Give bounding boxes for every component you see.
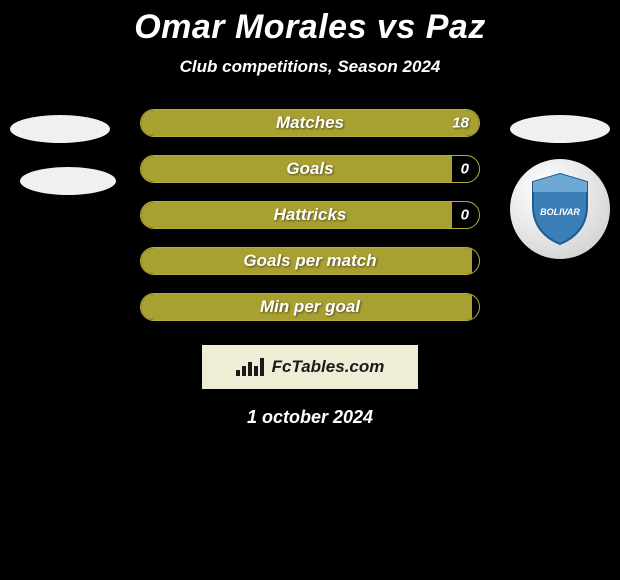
bar-label: Goals	[286, 159, 333, 179]
bar-label: Min per goal	[260, 297, 360, 317]
bar-label: Hattricks	[274, 205, 347, 225]
player-left-avatar	[10, 109, 110, 209]
footer-brand-text: FcTables.com	[272, 357, 385, 377]
bar-track: Min per goal	[140, 293, 480, 321]
bar-track: Hattricks 0	[140, 201, 480, 229]
bar-value-right: 18	[452, 115, 469, 132]
comparison-chart: BOLIVAR Matches 18 Goals 0 Hattricks 0 Goals p…	[0, 109, 620, 339]
bar-track: Goals per match	[140, 247, 480, 275]
club-badge: BOLIVAR	[510, 159, 610, 259]
bar-track: Matches 18	[140, 109, 480, 137]
page-title: Omar Morales vs Paz	[0, 0, 620, 47]
footer-brand: FcTables.com	[202, 345, 418, 389]
date-label: 1 october 2024	[0, 407, 620, 428]
bar-label: Goals per match	[243, 251, 376, 271]
page-subtitle: Club competitions, Season 2024	[0, 57, 620, 77]
bar-value-right: 0	[461, 161, 469, 178]
avatar-placeholder-ellipse	[20, 167, 116, 195]
bars-container: Matches 18 Goals 0 Hattricks 0 Goals per match…	[140, 109, 480, 339]
player-right-avatar: BOLIVAR	[510, 109, 610, 209]
avatar-placeholder-ellipse	[10, 115, 110, 143]
bar-track: Goals 0	[140, 155, 480, 183]
avatar-placeholder-ellipse	[510, 115, 610, 143]
bar-value-right: 0	[461, 207, 469, 224]
badge-text: BOLIVAR	[540, 207, 580, 217]
bar-label: Matches	[276, 113, 344, 133]
bolivar-shield-icon: BOLIVAR	[529, 172, 591, 246]
bars-chart-icon	[236, 358, 264, 376]
